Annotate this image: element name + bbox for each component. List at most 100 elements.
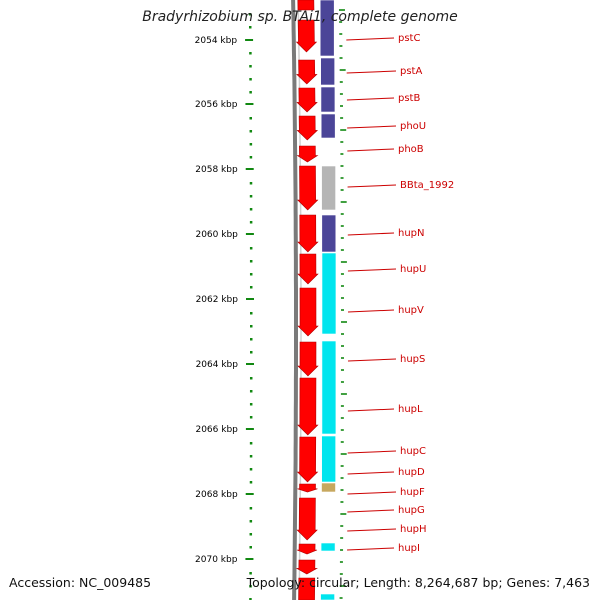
gene-label-phoU: phoU bbox=[400, 121, 426, 132]
cds-arrow bbox=[296, 436, 319, 483]
ruler-minor-tick bbox=[249, 585, 252, 588]
ruler-label: 2066 kbp bbox=[195, 425, 238, 435]
minor-ticks bbox=[338, 9, 347, 599]
ruler-label: 2064 kbp bbox=[196, 360, 239, 370]
ruler-minor-tick bbox=[249, 377, 253, 380]
cog-block bbox=[319, 0, 335, 57]
ruler-minor-tick bbox=[249, 442, 253, 445]
cds-arrow bbox=[297, 483, 318, 493]
gene-pointer bbox=[347, 184, 397, 188]
gene-label-hupI: hupI bbox=[398, 543, 420, 554]
gene-pointer bbox=[347, 450, 397, 454]
ruler-minor-tick bbox=[249, 390, 253, 393]
ruler-label: 2070 kbp bbox=[195, 555, 238, 565]
gene-label-pstB: pstB bbox=[398, 93, 420, 104]
gene-pointer bbox=[347, 528, 397, 532]
gene-label-hupG: hupG bbox=[398, 505, 425, 516]
cds-arrow bbox=[297, 0, 315, 11]
cds-arrow bbox=[296, 115, 319, 141]
gene-pointer bbox=[347, 125, 397, 129]
ruler-minor-tick bbox=[249, 351, 253, 354]
gene-label-hupU: hupU bbox=[400, 264, 426, 275]
ruler-minor-tick bbox=[249, 208, 253, 211]
gene-label-BBta_1992: BBta_1992 bbox=[400, 180, 454, 191]
ruler-minor-tick bbox=[249, 520, 253, 523]
ruler-minor-tick bbox=[248, 13, 252, 16]
gene-pointer bbox=[346, 37, 395, 41]
ruler-minor-tick bbox=[249, 182, 253, 185]
gene-label-phoB: phoB bbox=[398, 144, 424, 155]
gene-label-pstA: pstA bbox=[400, 66, 422, 77]
ruler-label: 2056 kbp bbox=[195, 100, 238, 110]
ruler-minor-tick bbox=[249, 598, 252, 600]
cog-block bbox=[320, 593, 335, 600]
cog-block bbox=[321, 165, 336, 211]
gene-pointer bbox=[347, 148, 395, 152]
ruler-minor-tick bbox=[249, 130, 253, 133]
cds-arrow bbox=[297, 341, 319, 377]
gene-label-pstC: pstC bbox=[398, 33, 420, 44]
gene-label-hupH: hupH bbox=[400, 524, 427, 535]
ruler-minor-tick bbox=[249, 65, 252, 68]
cog-block bbox=[320, 57, 335, 86]
topology-text: Topology: circular; Length: 8,264,687 bp… bbox=[246, 575, 590, 590]
gene-pointer bbox=[347, 509, 395, 513]
gene-label-hupV: hupV bbox=[398, 305, 424, 316]
ruler-minor-tick bbox=[249, 416, 253, 419]
cog-block bbox=[321, 252, 337, 335]
cog-track bbox=[319, 0, 337, 600]
ruler-label: 2068 kbp bbox=[195, 490, 238, 500]
gene-pointer bbox=[347, 268, 397, 272]
ruler-ticks: 2054 kbp 2056 kbp 2058 kbp 2060 kbp 2062 kbp… bbox=[195, 13, 254, 600]
cog-block bbox=[321, 435, 336, 483]
backbone-line bbox=[291, 0, 298, 600]
ruler-minor-tick bbox=[249, 273, 253, 276]
cds-arrow bbox=[296, 59, 318, 85]
ruler-minor-tick bbox=[249, 260, 253, 263]
cog-block bbox=[320, 542, 336, 552]
ruler-minor-tick bbox=[249, 143, 253, 146]
ruler-minor-tick bbox=[249, 117, 253, 120]
ruler-minor-tick bbox=[249, 52, 252, 55]
cds-arrow bbox=[296, 145, 319, 163]
gene-labels: pstC pstA pstB phoU phoB BBta_1992 hupN hupU hup… bbox=[346, 33, 454, 554]
ruler-label: 2058 kbp bbox=[195, 165, 238, 175]
cds-arrow bbox=[296, 165, 319, 211]
ruler-label: 2054 kbp bbox=[195, 36, 238, 46]
ruler-minor-tick bbox=[249, 533, 253, 536]
ruler-minor-tick bbox=[249, 546, 252, 549]
ruler-minor-tick bbox=[249, 325, 253, 328]
gene-label-hupD: hupD bbox=[398, 467, 425, 478]
gene-pointer bbox=[347, 547, 395, 551]
gene-pointer bbox=[347, 491, 397, 495]
gene-pointer bbox=[346, 70, 397, 74]
cds-arrow bbox=[297, 253, 319, 285]
ruler-minor-tick bbox=[248, 26, 252, 29]
ruler-minor-tick bbox=[249, 195, 253, 198]
cds-arrow bbox=[297, 377, 319, 436]
ruler-label: 2060 kbp bbox=[195, 230, 238, 240]
cds-track bbox=[295, 0, 319, 600]
cds-arrow bbox=[296, 87, 318, 113]
ruler-minor-tick bbox=[249, 247, 253, 250]
gene-label-hupL: hupL bbox=[398, 404, 423, 415]
cog-block bbox=[320, 86, 336, 113]
cds-arrow bbox=[297, 214, 319, 253]
accession-text: Accession: NC_009485 bbox=[9, 575, 152, 590]
gene-label-hupN: hupN bbox=[398, 228, 425, 239]
ruler-minor-tick bbox=[249, 221, 253, 224]
cds-arrow bbox=[295, 19, 318, 53]
cog-block bbox=[321, 214, 337, 253]
ruler-minor-tick bbox=[249, 468, 253, 471]
ruler-minor-tick bbox=[249, 403, 253, 406]
cds-arrow bbox=[298, 577, 316, 600]
ruler-minor-tick bbox=[249, 312, 253, 315]
ruler-minor-tick bbox=[249, 572, 252, 575]
cog-block bbox=[321, 482, 336, 493]
ruler-minor-tick bbox=[249, 481, 253, 484]
ruler-minor-tick bbox=[249, 78, 252, 81]
gene-pointer bbox=[346, 97, 395, 101]
gene-pointer bbox=[347, 309, 395, 313]
